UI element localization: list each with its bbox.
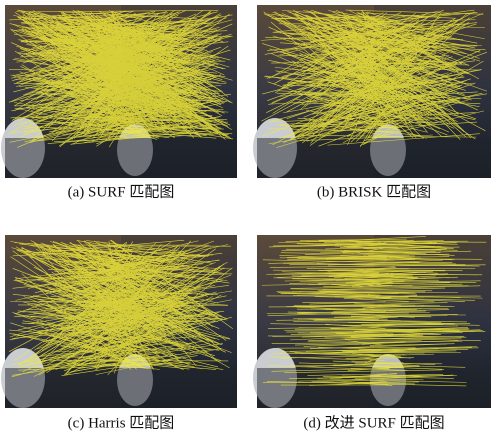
photo-panel	[1, 235, 237, 408]
street	[5, 138, 237, 178]
caption: (a) SURF 匹配图	[68, 183, 175, 200]
panels	[1, 5, 491, 408]
figure: (a) SURF 匹配图 (b) BRISK 匹配图 (c) Harris 匹配…	[0, 0, 495, 437]
street	[257, 138, 491, 178]
page: (a) SURF 匹配图 (b) BRISK 匹配图 (c) Harris 匹配…	[0, 0, 495, 437]
street	[5, 368, 237, 408]
photo-panel	[1, 5, 237, 178]
photo-panel	[253, 5, 491, 178]
caption: (c) Harris 匹配图	[68, 414, 175, 431]
caption: (b) BRISK 匹配图	[317, 183, 431, 200]
caption: (d) 改进 SURF 匹配图	[303, 414, 444, 431]
photo-panel	[253, 235, 491, 408]
